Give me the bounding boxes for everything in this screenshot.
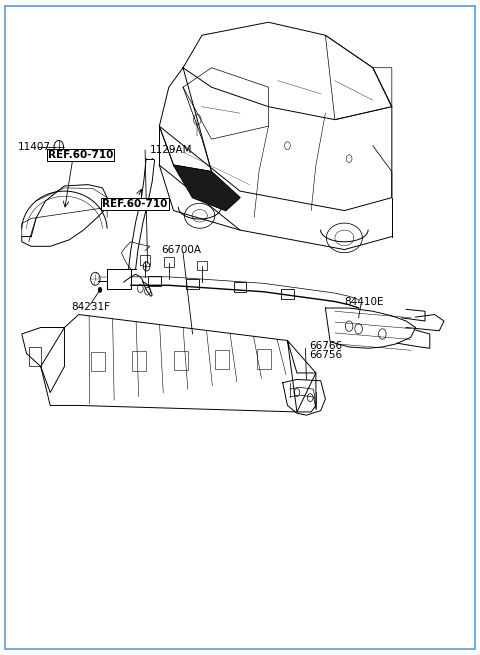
Bar <box>186 279 199 290</box>
Circle shape <box>137 285 143 292</box>
Text: 11407: 11407 <box>18 142 51 152</box>
Bar <box>164 257 174 267</box>
Text: 84410E: 84410E <box>344 297 384 307</box>
Text: 84231F: 84231F <box>72 302 110 312</box>
Circle shape <box>346 155 352 162</box>
Circle shape <box>285 141 290 149</box>
Bar <box>29 347 41 366</box>
Bar <box>281 289 294 299</box>
Circle shape <box>345 321 353 331</box>
Text: 1129AM: 1129AM <box>150 145 192 155</box>
Bar <box>132 351 146 371</box>
Text: REF.60-710: REF.60-710 <box>102 199 168 209</box>
Circle shape <box>379 329 386 339</box>
Text: REF.60-710: REF.60-710 <box>48 150 113 160</box>
Circle shape <box>144 288 150 295</box>
Bar <box>234 282 246 292</box>
Bar <box>148 276 161 286</box>
Text: H: H <box>169 147 173 153</box>
Bar <box>140 255 150 265</box>
Text: 66700A: 66700A <box>162 245 202 255</box>
Bar <box>215 350 229 369</box>
Bar <box>174 350 188 370</box>
Bar <box>257 349 271 369</box>
Circle shape <box>54 140 63 153</box>
Text: 66766: 66766 <box>309 341 342 350</box>
Circle shape <box>193 115 201 125</box>
Circle shape <box>294 388 300 396</box>
Circle shape <box>143 262 150 271</box>
Circle shape <box>355 324 362 334</box>
Circle shape <box>98 288 102 292</box>
Bar <box>197 261 207 271</box>
Circle shape <box>91 272 100 286</box>
Circle shape <box>307 394 313 402</box>
Text: 66756: 66756 <box>309 350 342 360</box>
Bar <box>91 352 105 371</box>
Polygon shape <box>174 165 240 211</box>
